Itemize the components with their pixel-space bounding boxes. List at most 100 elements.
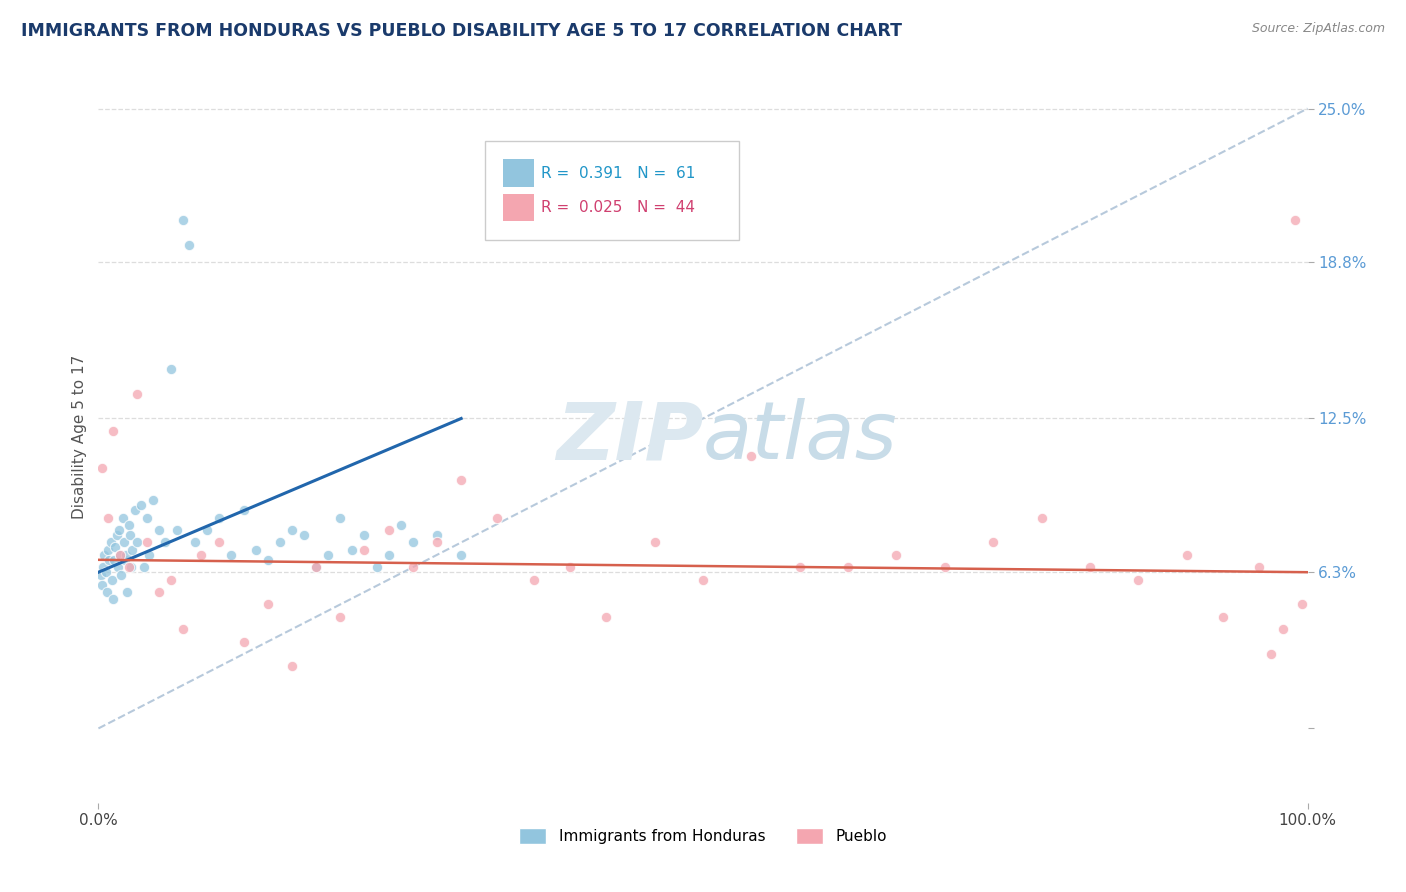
Point [97,542,120,557]
Point [934,560,956,574]
Point [426,535,449,549]
Point [127,535,149,549]
Point [103,553,125,567]
FancyBboxPatch shape [503,194,534,221]
Point [1249,560,1271,574]
Point [232,503,254,517]
Point [98,553,121,567]
Point [426,528,449,542]
Point [118,518,141,533]
Point [108,523,131,537]
Point [281,659,304,673]
Point [329,610,352,624]
Legend: Immigrants from Honduras, Pueblo: Immigrants from Honduras, Pueblo [513,822,893,850]
Point [1291,598,1313,612]
Point [256,553,278,567]
Point [97,510,120,524]
Point [110,567,132,582]
Point [595,610,617,624]
Point [184,535,207,549]
Point [329,510,352,524]
Point [112,535,135,549]
Point [101,592,124,607]
Point [523,573,546,587]
Point [305,560,328,574]
Point [558,560,581,574]
Point [1078,560,1101,574]
Point [108,548,131,562]
Point [104,541,127,555]
Point [740,449,762,463]
Point [121,542,143,557]
Point [160,573,183,587]
Point [1260,647,1282,661]
Point [148,585,170,599]
Point [316,548,339,562]
Point [179,238,201,252]
Point [450,548,472,562]
Point [692,573,714,587]
Point [153,535,176,549]
FancyBboxPatch shape [503,159,534,187]
Point [148,523,170,537]
Point [91,577,114,591]
Point [377,548,399,562]
Point [134,560,156,574]
Point [377,523,399,537]
Point [789,560,811,574]
Point [93,548,115,562]
Point [118,560,141,574]
Point [1272,622,1295,636]
Point [142,493,165,508]
Point [269,535,291,549]
Point [135,535,157,549]
Point [160,362,183,376]
Point [129,498,152,512]
Point [342,542,364,557]
Point [91,560,114,574]
Text: atlas: atlas [703,398,898,476]
FancyBboxPatch shape [485,141,740,240]
Point [96,585,118,599]
Point [837,560,859,574]
Point [221,548,243,562]
Point [389,518,412,533]
Point [292,528,315,542]
Point [135,510,157,524]
Text: Source: ZipAtlas.com: Source: ZipAtlas.com [1251,22,1385,36]
Point [100,535,122,549]
Point [402,535,425,549]
Point [281,523,304,537]
Text: R =  0.391   N =  61: R = 0.391 N = 61 [541,166,696,180]
Point [208,510,231,524]
Point [111,510,134,524]
Point [100,573,122,587]
Text: ZIP: ZIP [555,398,703,476]
Point [117,585,139,599]
Point [91,461,114,475]
Point [1031,510,1053,524]
Point [305,560,328,574]
Point [486,510,509,524]
Text: IMMIGRANTS FROM HONDURAS VS PUEBLO DISABILITY AGE 5 TO 17 CORRELATION CHART: IMMIGRANTS FROM HONDURAS VS PUEBLO DISAB… [21,22,903,40]
Point [981,535,1004,549]
Point [353,528,375,542]
Point [108,548,131,562]
Point [138,548,160,562]
Point [101,424,124,438]
Point [208,535,231,549]
Point [190,548,212,562]
Point [402,560,425,574]
Point [1212,610,1234,624]
Point [166,523,188,537]
Point [1284,213,1306,227]
Point [1128,573,1150,587]
Point [450,474,472,488]
Point [232,634,254,648]
Point [644,535,666,549]
Point [94,565,117,579]
Point [366,560,388,574]
Point [90,567,112,582]
Point [886,548,908,562]
Point [120,560,142,574]
